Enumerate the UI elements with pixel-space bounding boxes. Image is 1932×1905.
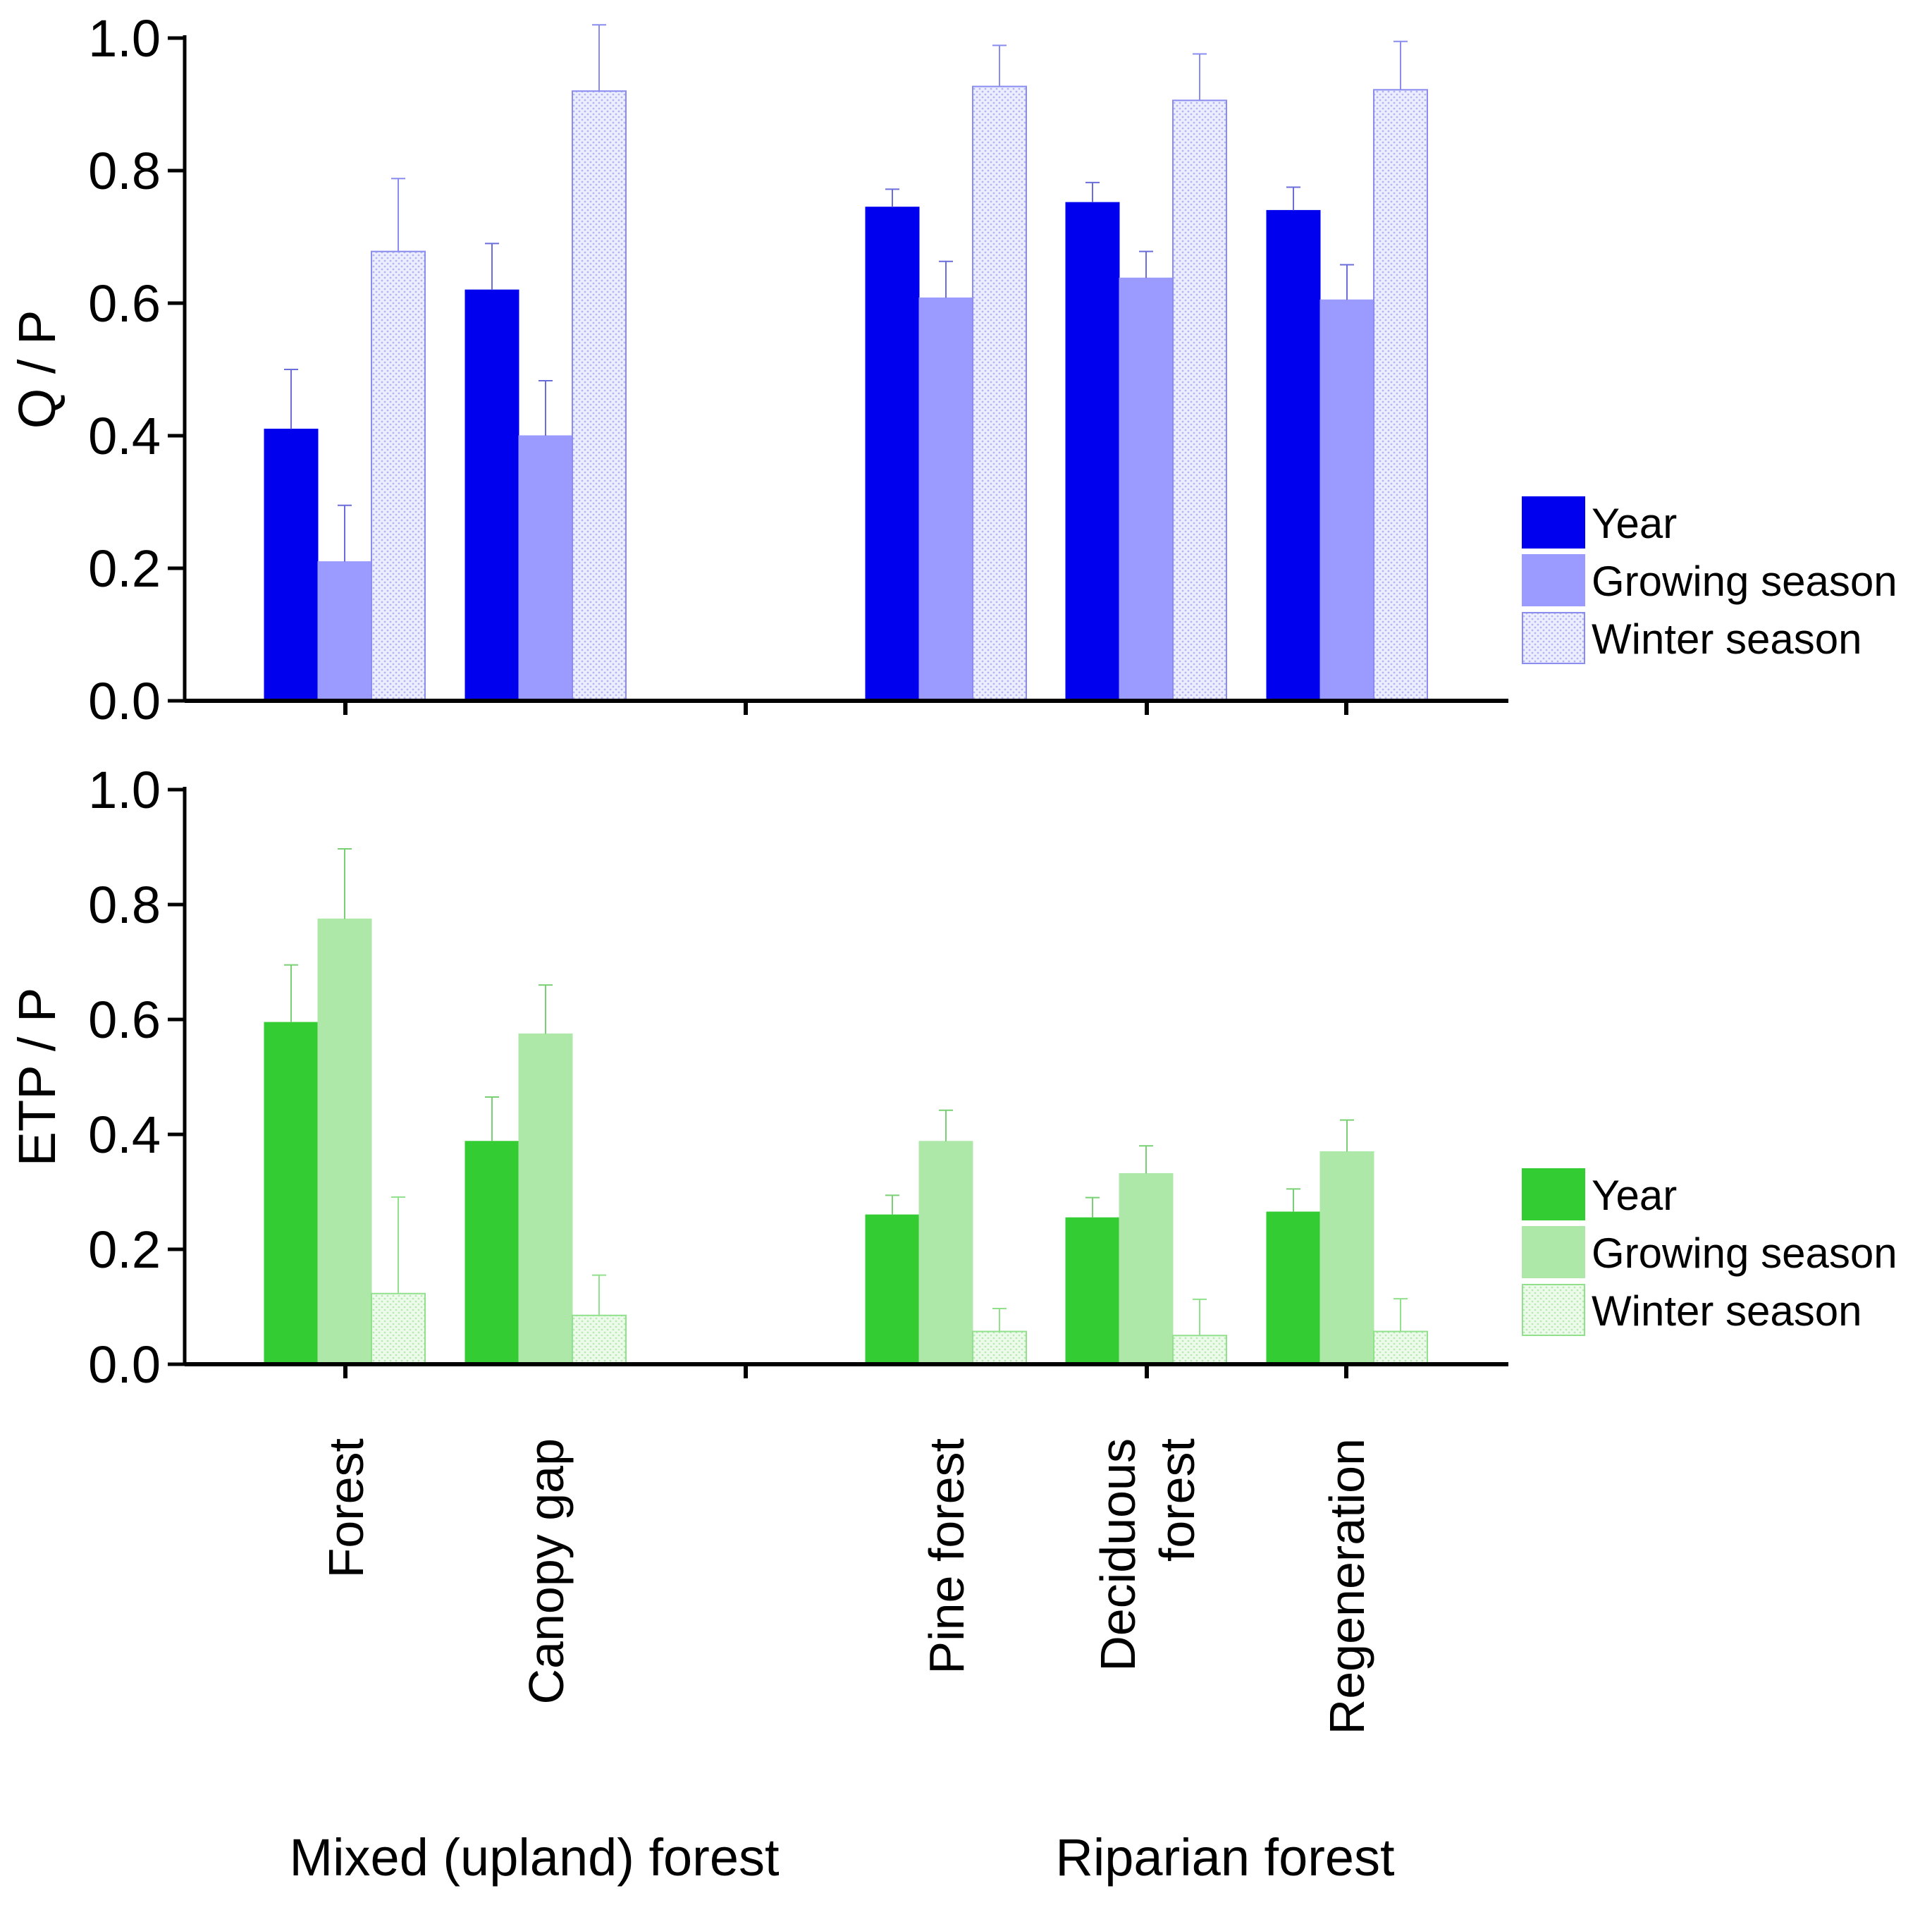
- bar-etp-growing-1: [518, 1033, 573, 1365]
- bar-etp-growing-0: [317, 918, 372, 1365]
- y-tick-label-qp-5: 1.0: [88, 9, 161, 68]
- panel-etp: 0.0 0.2 0.4 0.6 0.8 1.0 ETP / P Year Growing sea…: [8, 761, 1897, 1394]
- legend-label-etp-0: Year: [1592, 1172, 1677, 1219]
- y-axis-title-etp: ETP / P: [8, 988, 66, 1167]
- legend-label-etp-1: Growing season: [1592, 1230, 1897, 1277]
- bar-qp-year-1: [464, 289, 519, 702]
- legend-swatch-qp-1: [1522, 554, 1585, 606]
- bar-qp-growing-3: [1119, 277, 1174, 702]
- y-tick-label-etp-3: 0.6: [88, 991, 161, 1049]
- bar-qp-growing-4: [1319, 299, 1374, 702]
- y-tick-label-etp-5: 1.0: [88, 761, 161, 819]
- legend-swatch-etp-0: [1522, 1168, 1585, 1220]
- bar-etp-year-2: [865, 1214, 920, 1365]
- bar-etp-growing-2: [918, 1141, 973, 1365]
- category-label-1: Canopy gap: [519, 1438, 574, 1705]
- bar-qp-winter-1: [572, 90, 627, 702]
- bar-etp-year-0: [264, 1022, 319, 1365]
- y-tick-label-etp-4: 0.8: [88, 876, 161, 934]
- category-label-3-line-0: Deciduous: [1090, 1438, 1145, 1672]
- bar-etp-growing-4: [1319, 1151, 1374, 1365]
- bar-etp-winter-1: [572, 1314, 627, 1365]
- bar-qp-year-2: [865, 207, 920, 702]
- bar-etp-winter-2: [972, 1330, 1027, 1366]
- bar-qp-winter-3: [1172, 99, 1227, 702]
- bar-qp-year-3: [1065, 202, 1120, 702]
- bar-qp-winter-2: [972, 85, 1027, 702]
- y-tick-label-qp-1: 0.2: [88, 539, 161, 598]
- legend-swatch-qp-0: [1522, 496, 1585, 549]
- y-tick-label-etp-0: 0.0: [88, 1335, 161, 1394]
- bar-qp-year-4: [1266, 209, 1321, 702]
- bar-qp-growing-2: [918, 297, 973, 702]
- y-tick-label-qp-4: 0.8: [88, 142, 161, 200]
- y-tick-label-etp-1: 0.2: [88, 1220, 161, 1279]
- category-label-0: Forest: [319, 1438, 374, 1578]
- legend-label-etp-2: Winter season: [1592, 1287, 1862, 1335]
- y-tick-label-qp-3: 0.6: [88, 274, 161, 333]
- bar-qp-year-0: [264, 429, 319, 702]
- category-label-2: Pine forest: [919, 1438, 974, 1674]
- panel-qp: 0.0 0.2 0.4 0.6 0.8 1.0 Q / P Year Growing seaso…: [8, 9, 1897, 730]
- y-axis-title-qp: Q / P: [8, 310, 66, 429]
- category-label-4: Regeneration: [1319, 1438, 1374, 1734]
- bar-etp-year-3: [1065, 1217, 1120, 1365]
- group-label-1: Riparian forest: [1055, 1828, 1395, 1887]
- bar-qp-growing-1: [518, 435, 573, 702]
- legend-label-qp-1: Growing season: [1592, 558, 1897, 605]
- legend-swatch-etp-2: [1522, 1284, 1585, 1336]
- group-label-0: Mixed (upland) forest: [289, 1828, 780, 1887]
- bar-qp-winter-0: [371, 250, 426, 702]
- legend-swatch-etp-1: [1522, 1226, 1585, 1278]
- y-tick-label-qp-0: 0.0: [88, 672, 161, 730]
- bar-etp-winter-0: [371, 1292, 426, 1366]
- bar-etp-winter-4: [1373, 1330, 1428, 1366]
- y-tick-label-qp-2: 0.4: [88, 407, 161, 465]
- legend-label-qp-0: Year: [1592, 500, 1677, 547]
- bar-etp-growing-3: [1119, 1172, 1174, 1365]
- legend-label-qp-2: Winter season: [1592, 615, 1862, 663]
- bar-etp-winter-3: [1172, 1335, 1227, 1365]
- legend-swatch-qp-2: [1522, 612, 1585, 664]
- bar-etp-year-1: [464, 1141, 519, 1365]
- bar-qp-growing-0: [317, 561, 372, 702]
- category-label-3-line-1: forest: [1150, 1438, 1205, 1562]
- bar-qp-winter-4: [1373, 89, 1428, 702]
- bar-etp-year-4: [1266, 1211, 1321, 1365]
- y-tick-label-etp-2: 0.4: [88, 1105, 161, 1164]
